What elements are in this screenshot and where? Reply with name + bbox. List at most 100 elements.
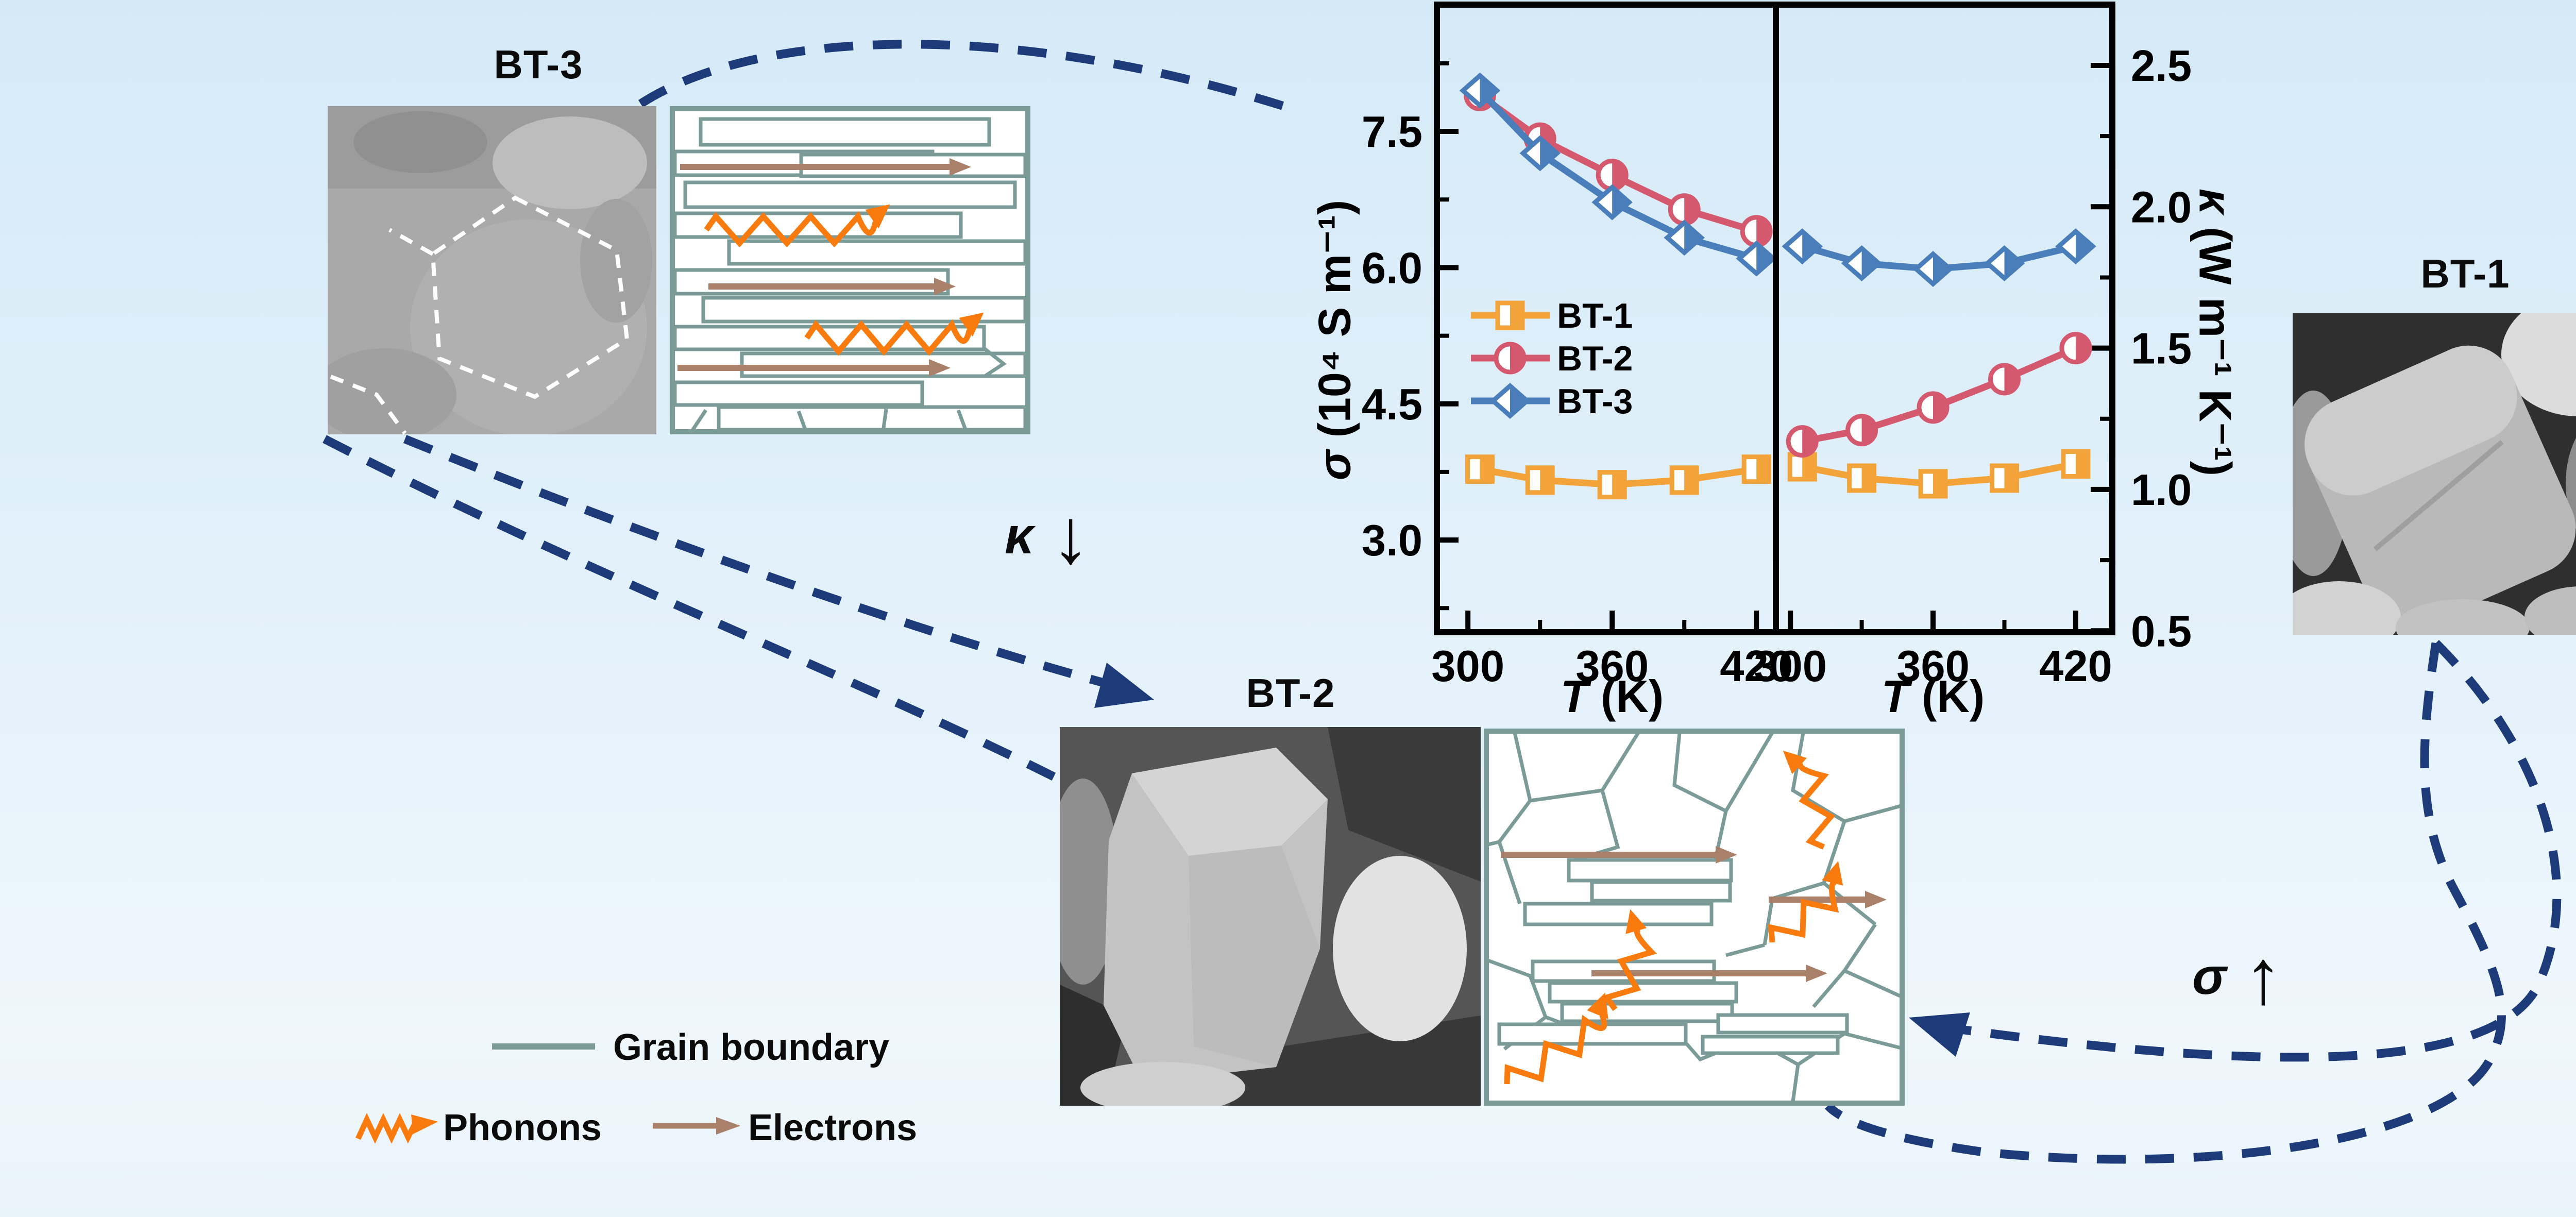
tick-labels: 300 360 420 0.5 1.0 1.5 2.0 2.5: [1754, 42, 2192, 691]
chart-legend: BT-1 BT-2 BT-3: [1471, 296, 1633, 421]
down-arrow-icon: ↓: [1051, 493, 1090, 579]
t-axis-units: (K): [1909, 671, 1985, 722]
data-point-marker: [1596, 159, 1629, 192]
kappa-axis-title: κ (W m⁻¹ K⁻¹): [2189, 189, 2242, 476]
connector-arrowheads: [1094, 663, 1970, 1057]
phonon-arrowhead-icon: [1625, 909, 1647, 934]
data-point-marker: [1786, 425, 1819, 458]
data-point-marker: [2061, 449, 2091, 479]
grain-outline-dashed-3: [388, 228, 434, 256]
electron-arrow-icon: [677, 359, 951, 377]
svg-text:2.0: 2.0: [2131, 183, 2192, 232]
curve-bt1-loop: [1824, 642, 2506, 1164]
data-point-marker: [1489, 383, 1531, 419]
kappa-axis-symbol: κ: [2190, 188, 2241, 214]
data-point-marker: [2055, 228, 2096, 265]
chart-legend-label: BT-2: [1557, 339, 1633, 378]
phonons-zigzag-icon: [355, 1112, 438, 1144]
bt3-sem-image: [328, 106, 656, 434]
series-bt-3: [1459, 72, 1777, 277]
data-point-marker: [1591, 184, 1633, 221]
data-point-marker: [1495, 300, 1525, 330]
bt3-grain-schematic: [670, 106, 1030, 434]
sigma-symbol: σ: [2192, 947, 2227, 1005]
svg-text:300: 300: [1754, 642, 1827, 691]
sigma-axis-units: (10⁴ S m⁻¹): [1309, 199, 1360, 450]
phonon-zigzag-icon: [1504, 1014, 1607, 1085]
series-bt-1: [1787, 449, 2091, 499]
series-bt-2: [1786, 332, 2092, 458]
electron-arrows: [677, 158, 971, 377]
data-point-marker: [1845, 414, 1878, 447]
bt2-label: BT-2: [1246, 670, 1335, 716]
data-point-marker: [1494, 342, 1527, 375]
data-point-marker: [1525, 465, 1555, 495]
t-axis-title-right: T (K): [1882, 670, 1985, 723]
phonons-legend-label: Phonons: [443, 1107, 602, 1148]
svg-text:300: 300: [1431, 642, 1504, 691]
svg-text:0.5: 0.5: [2131, 607, 2192, 656]
t-axis-symbol: T: [1881, 671, 1909, 722]
grain-fragments: [690, 347, 1007, 433]
series-bt-3: [1782, 228, 2096, 287]
svg-text:3.0: 3.0: [1362, 516, 1422, 565]
data-point-marker: [1664, 219, 1705, 256]
grain-outline-dashed-2: [330, 375, 407, 434]
bt3-label: BT-3: [494, 42, 583, 87]
curve-bt1-to-bt2-sigma: [1937, 639, 2562, 1062]
electrons-legend-label: Electrons: [748, 1107, 918, 1148]
bt2-sem-image: [1060, 727, 1481, 1106]
kappa-symbol: κ: [1005, 506, 1034, 565]
phonon-zigzag-icon: [804, 319, 972, 356]
svg-text:1.5: 1.5: [2131, 325, 2192, 374]
phonon-arrowhead-icon: [865, 204, 890, 229]
electron-arrow-icon: [1501, 846, 1737, 864]
data-point-marker: [1736, 240, 1777, 277]
data-point-marker: [1741, 454, 1771, 484]
data-point-marker: [1988, 363, 2021, 396]
svg-text:420: 420: [1720, 642, 1793, 691]
chart-legend-label: BT-3: [1557, 382, 1633, 421]
bt1-label: BT-1: [2420, 251, 2510, 296]
data-point-marker: [1787, 452, 1817, 482]
curve-bt3-to-bt2-upper: [403, 435, 1114, 690]
svg-text:1.0: 1.0: [2131, 466, 2192, 515]
connector-curves: [323, 40, 2562, 1164]
electron-arrow-icon: [680, 158, 971, 176]
svg-text:360: 360: [1575, 642, 1649, 691]
phonon-zigzag-icon: [704, 211, 878, 248]
phonon-arrowhead-icon: [959, 312, 984, 337]
data-point-marker: [1597, 470, 1627, 500]
svg-text:7.5: 7.5: [1362, 108, 1422, 157]
electrons-arrow-icon: [653, 1117, 740, 1135]
arrowhead-into-bt2-top: [1094, 663, 1154, 708]
data-point-marker: [2059, 332, 2092, 365]
data-point-marker: [1459, 72, 1501, 109]
phonon-arrowhead-icon: [1783, 750, 1807, 774]
data-point-marker: [1918, 469, 1948, 499]
data-point-marker: [1668, 193, 1701, 226]
data-point-marker: [1519, 135, 1561, 172]
svg-text:360: 360: [1896, 642, 1970, 691]
bt2-grain-schematic: [1484, 729, 1905, 1106]
kappa-axis-units: (W m⁻¹ K⁻¹): [2190, 214, 2241, 477]
series-bt-2: [1464, 79, 1773, 248]
t-axis-symbol: T: [1560, 671, 1588, 722]
up-arrow-icon: ↑: [2244, 933, 2283, 1020]
grain-boundary-line-icon: [492, 1043, 595, 1050]
curve-bt3-to-bt2-lower: [323, 435, 1074, 790]
t-axis-title-left: T (K): [1561, 670, 1664, 723]
data-point-marker: [1841, 245, 1883, 282]
data-point-marker: [1669, 465, 1699, 495]
electron-arrow-icon: [1769, 891, 1887, 908]
data-point-marker: [1912, 250, 1954, 287]
dual-panel-chart: 300 360 420 3.0 4.5 6.0 7.5 300 360 420 0.5 1.0 1.5 2…: [1362, 2, 2192, 691]
tick-labels: 300 360 420 3.0 4.5 6.0 7.5: [1362, 108, 1793, 691]
grain-boundary-legend-label: Grain boundary: [613, 1027, 890, 1068]
phonon-arrowhead-icon: [1587, 992, 1608, 1020]
svg-text:2.5: 2.5: [2131, 42, 2192, 91]
data-point-marker: [1984, 245, 2025, 282]
chart-legend-label: BT-1: [1557, 296, 1633, 335]
